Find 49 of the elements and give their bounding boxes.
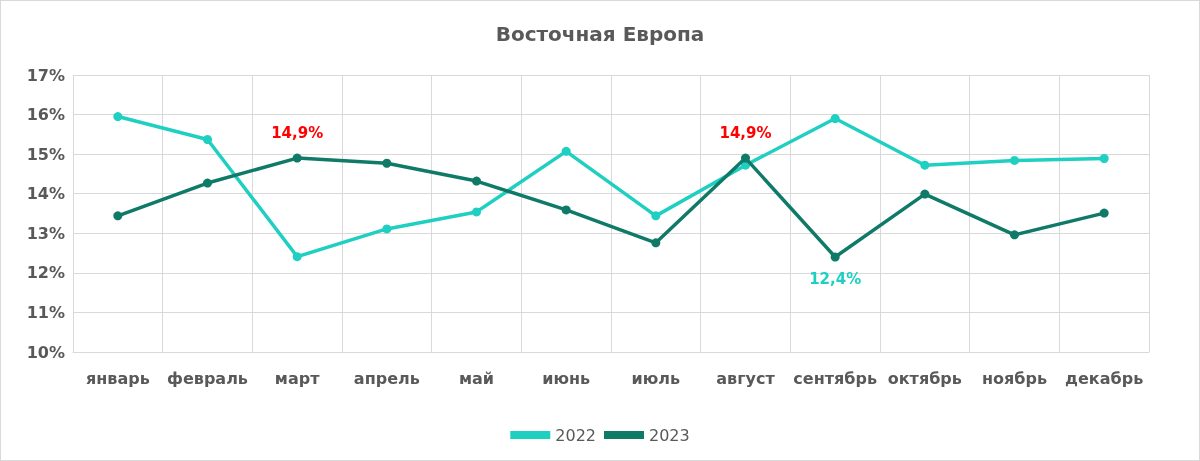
point	[830, 252, 840, 262]
legend-label: 2023	[649, 425, 690, 445]
y-tick-label: 17%	[26, 65, 65, 85]
point	[113, 211, 123, 221]
x-tick-label: март	[274, 368, 321, 388]
point	[920, 189, 930, 199]
y-tick-label: 14%	[26, 184, 65, 204]
point	[203, 135, 212, 144]
point	[292, 252, 302, 262]
chart-title: Восточная Европа	[495, 22, 705, 46]
point	[113, 112, 123, 122]
point	[561, 205, 571, 215]
x-tick-label: май	[458, 368, 495, 388]
point	[472, 176, 481, 186]
point	[382, 158, 392, 168]
point	[920, 160, 930, 170]
point	[1099, 154, 1109, 163]
x-tick-label: сентябрь	[793, 368, 878, 388]
point	[561, 146, 571, 156]
point	[382, 224, 392, 234]
point	[1010, 230, 1019, 240]
y-tick-label: 12%	[26, 263, 65, 283]
x-tick-label: август	[716, 368, 776, 388]
point	[651, 211, 661, 221]
x-tick-label: июль	[631, 368, 681, 388]
x-tick-label: февраль	[167, 368, 248, 388]
point	[292, 153, 302, 163]
point	[830, 114, 840, 124]
x-tick-label: июнь	[542, 368, 591, 388]
x-tick-label: октябрь	[887, 368, 962, 388]
annotation: 14,9%	[719, 123, 772, 142]
x-tick-label: апрель	[353, 368, 420, 388]
point	[1099, 208, 1109, 218]
legend-label: 2022	[555, 425, 596, 445]
point	[741, 153, 750, 163]
x-tick-label: ноябрь	[981, 368, 1048, 388]
point	[472, 207, 481, 217]
y-tick-label: 15%	[26, 144, 65, 164]
y-tick-label: 16%	[26, 105, 65, 125]
y-tick-label: 10%	[26, 342, 65, 362]
x-tick-label: январь	[85, 368, 150, 388]
y-tick-label: 11%	[26, 302, 65, 322]
point	[651, 238, 661, 248]
y-tick-label: 13%	[26, 223, 65, 243]
point	[203, 178, 212, 188]
annotation: 14,9%	[271, 123, 324, 142]
point	[1010, 155, 1019, 165]
annotation: 12,4%	[809, 269, 862, 288]
x-tick-label: декабрь	[1065, 368, 1144, 388]
